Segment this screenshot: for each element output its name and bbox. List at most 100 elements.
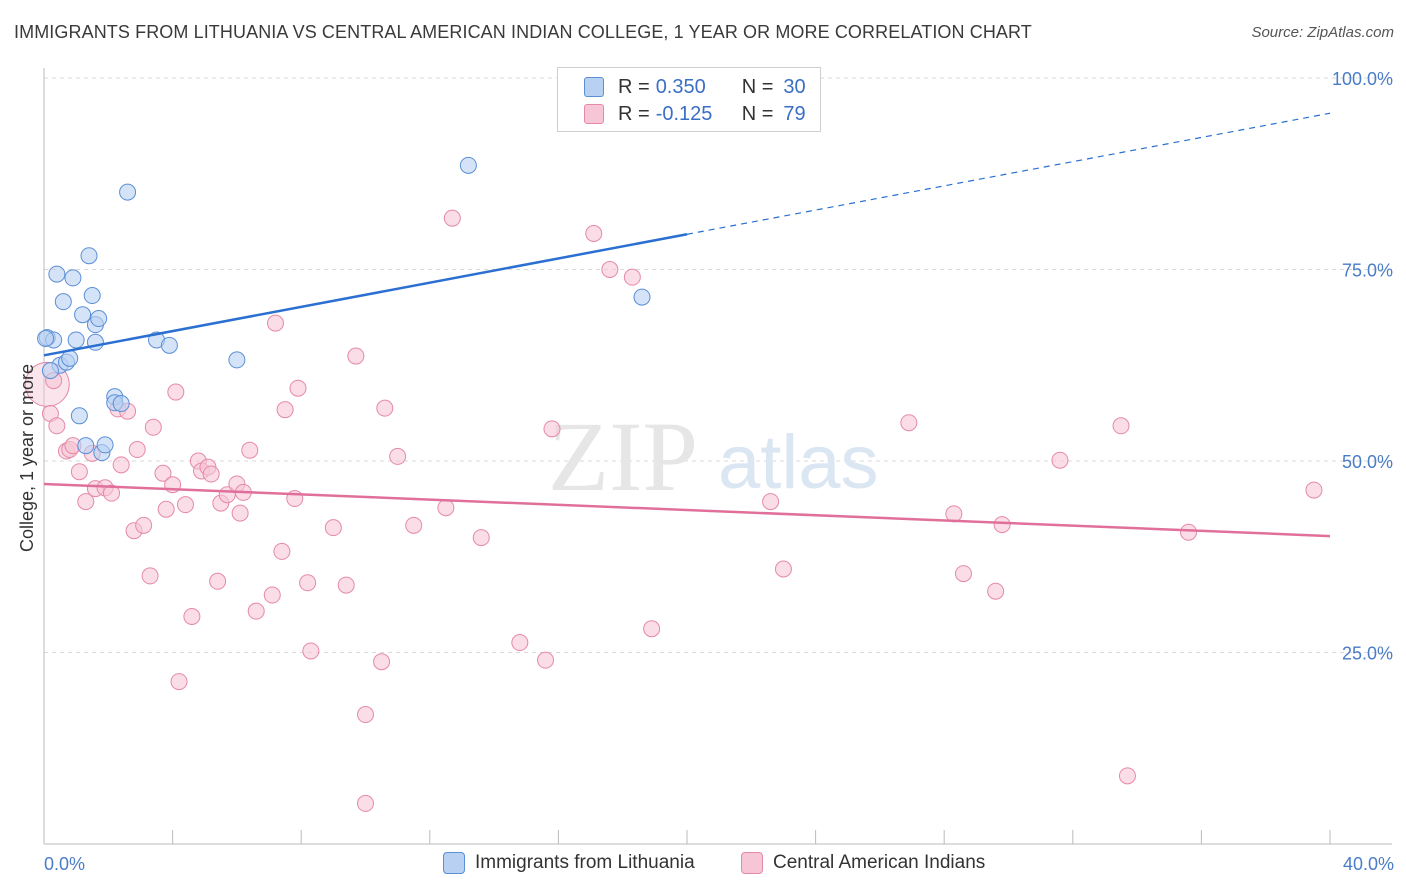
lithuania-point	[90, 310, 108, 328]
central-american-point	[376, 399, 394, 417]
central-american-point	[167, 383, 185, 401]
lithuania-point	[80, 247, 98, 265]
central-american-point	[141, 567, 159, 585]
axes	[43, 68, 1392, 845]
bottom-legend-swatch-pink	[741, 852, 763, 874]
chart-title: IMMIGRANTS FROM LITHUANIA VS CENTRAL AME…	[14, 22, 1032, 42]
central-american-point	[135, 516, 153, 534]
bottom-legend-swatch-blue	[443, 852, 465, 874]
watermark-zip: ZIP	[548, 401, 698, 512]
central-american-trend-line	[43, 482, 1331, 538]
legend-n-label: N =	[741, 75, 774, 98]
central-american-point	[900, 414, 918, 432]
legend-n-value: 30	[783, 75, 806, 98]
lithuania-point	[160, 336, 178, 354]
lithuania-point	[96, 436, 114, 454]
legend-r-label: R =	[618, 102, 650, 125]
legend: R = 0.350 N = 30 R = -0.125 N = 79	[557, 67, 821, 132]
central-american-point	[209, 572, 227, 590]
central-american-point	[144, 418, 162, 436]
central-american-point	[48, 417, 66, 435]
central-american-point	[157, 500, 175, 518]
central-american-point	[357, 794, 374, 812]
lithuania-point	[228, 351, 246, 369]
central-american-point	[266, 314, 284, 332]
central-american-point	[443, 209, 461, 227]
lithuania-point	[74, 306, 92, 324]
central-american-point	[273, 542, 291, 560]
central-american-point	[77, 493, 95, 511]
central-american-point	[472, 529, 490, 547]
central-american-point	[202, 465, 220, 483]
central-american-point	[373, 653, 391, 671]
lithuania-point	[48, 265, 66, 283]
central-american-point	[128, 441, 146, 459]
bottom-legend-central-american: Central American Indians	[741, 852, 985, 874]
central-american-point	[1118, 767, 1136, 785]
central-american-point	[1051, 451, 1069, 469]
central-american-point	[993, 516, 1011, 534]
central-american-point	[1180, 523, 1198, 541]
central-american-point	[405, 516, 423, 534]
legend-n-label: N =	[741, 102, 774, 125]
central-american-point	[247, 602, 265, 620]
lithuania-point	[41, 362, 59, 380]
lithuania-point	[119, 183, 137, 201]
blue-points	[37, 156, 651, 462]
y-tick-label: 25.0%	[1342, 644, 1393, 664]
central-american-point	[183, 607, 201, 625]
bottom-legend-lithuania: Immigrants from Lithuania	[443, 852, 695, 874]
central-american-point	[774, 560, 792, 578]
watermark-atlas: atlas	[718, 420, 879, 505]
lithuania-point	[70, 407, 88, 425]
y-axis-label: College, 1 year or more	[17, 364, 37, 552]
central-american-point	[324, 519, 342, 537]
legend-r-value: -0.125	[655, 102, 713, 125]
lithuania-point	[459, 156, 477, 174]
central-american-point	[987, 582, 1005, 600]
lithuania-point	[64, 269, 82, 287]
central-american-point	[112, 456, 130, 474]
legend-r-label: R =	[618, 75, 650, 98]
central-american-point	[1305, 481, 1323, 499]
central-american-point	[537, 651, 555, 669]
pink-points	[24, 209, 1323, 812]
lithuania-point	[67, 331, 85, 349]
central-american-point	[601, 261, 619, 278]
central-american-point	[623, 268, 641, 286]
legend-swatch-pink	[584, 104, 604, 124]
y-tick-label: 100.0%	[1332, 69, 1393, 89]
x-tick-label: 0.0%	[44, 854, 85, 874]
central-american-point	[70, 463, 88, 481]
central-american-point	[954, 565, 972, 583]
lithuania-point	[83, 287, 101, 305]
central-american-point	[643, 620, 661, 638]
central-american-point	[302, 642, 320, 660]
lithuania-point	[633, 288, 651, 306]
central-american-point	[1112, 417, 1130, 435]
central-american-point	[511, 634, 529, 652]
lithuania-trend-line	[43, 233, 688, 357]
tick-labels: 25.0% 50.0% 75.0% 100.0% 0.0% 40.0%	[44, 69, 1394, 874]
central-american-point	[357, 706, 374, 724]
central-american-point	[337, 576, 355, 594]
central-american-point	[437, 499, 455, 517]
central-american-point	[176, 496, 194, 514]
lithuania-point	[37, 329, 55, 347]
central-american-point	[276, 401, 294, 419]
trend-lines	[43, 112, 1331, 538]
x-tick-label: 40.0%	[1343, 854, 1394, 874]
central-american-point	[289, 379, 307, 397]
bottom-legend-label: Immigrants from Lithuania	[475, 852, 695, 873]
central-american-point	[154, 464, 172, 482]
central-american-point	[585, 224, 603, 242]
legend-row-lithuania: R = 0.350 N = 30	[584, 75, 806, 99]
central-american-point	[389, 447, 407, 465]
central-american-point	[762, 493, 780, 511]
grid-lines	[44, 77, 1392, 653]
bottom-legend-label: Central American Indians	[773, 852, 986, 873]
lithuania-point	[54, 293, 72, 311]
central-american-point	[170, 673, 188, 691]
central-american-point	[263, 586, 281, 604]
